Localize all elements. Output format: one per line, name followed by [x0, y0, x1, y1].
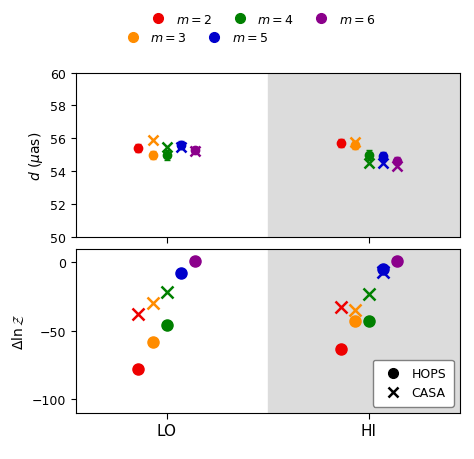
Bar — [268, 73, 474, 237]
Legend: $m = 3$, $m = 5$: $m = 3$, $m = 5$ — [115, 27, 273, 50]
Bar — [268, 249, 474, 413]
Y-axis label: $d$ ($\mu$as): $d$ ($\mu$as) — [27, 131, 45, 180]
Y-axis label: $\Delta \ln \mathcal{Z}$: $\Delta \ln \mathcal{Z}$ — [10, 313, 26, 349]
Legend: $m = 2$, $m = 4$, $m = 6$: $m = 2$, $m = 4$, $m = 6$ — [141, 9, 381, 32]
Legend: HOPS, CASA: HOPS, CASA — [373, 360, 454, 407]
